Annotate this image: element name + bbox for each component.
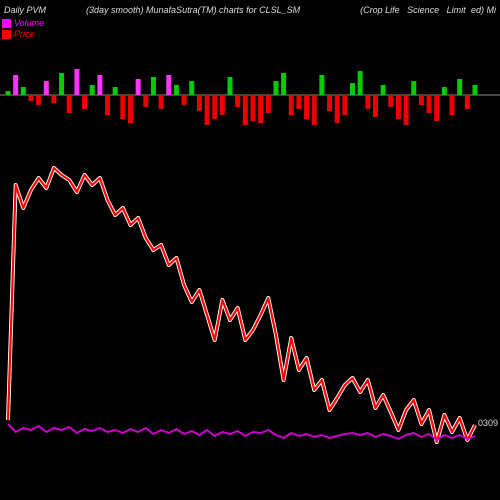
header-mid2: (Crop Life Science Limit: [360, 5, 466, 15]
chart-header: Daily PVM (3day smooth) MunafaSutra(TM) …: [0, 0, 500, 20]
legend-label: Price: [14, 29, 35, 39]
legend-label: Volume: [14, 18, 44, 28]
legend: Volume Price: [2, 18, 44, 40]
chart-svg: [0, 40, 500, 500]
header-right: ed) Mi: [471, 5, 496, 15]
legend-item-price: Price: [2, 29, 44, 39]
header-left: Daily PVM: [4, 5, 46, 15]
value-label: 0309: [478, 418, 498, 428]
price-swatch: [2, 30, 11, 39]
legend-item-volume: Volume: [2, 18, 44, 28]
chart-area: [0, 40, 500, 500]
header-mid1: (3day smooth) MunafaSutra(TM) charts for…: [86, 5, 300, 15]
volume-swatch: [2, 19, 11, 28]
